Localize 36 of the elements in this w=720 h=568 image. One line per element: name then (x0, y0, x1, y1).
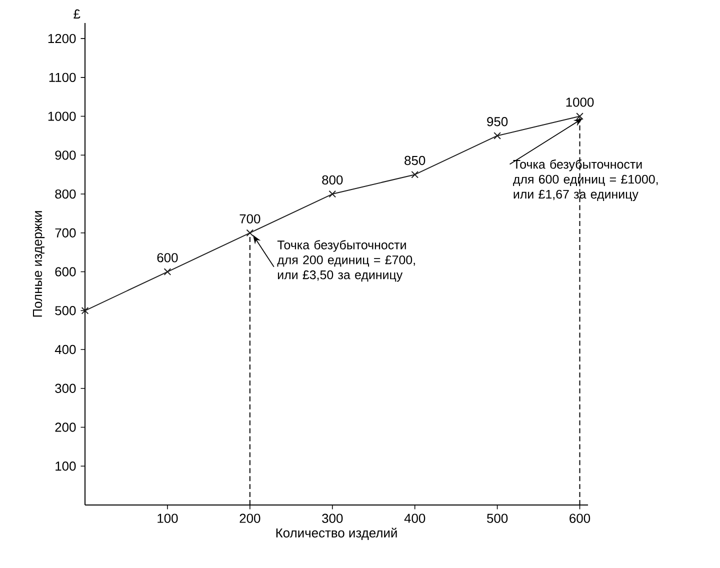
x-tick-label: 300 (322, 514, 343, 523)
y-axis-title: Полные издержки (32, 211, 45, 317)
point (494, 132, 501, 140)
point (576, 112, 584, 120)
data-label: 600 (157, 253, 178, 262)
y-tick-label: 800 (55, 189, 76, 199)
y-tick-label: 600 (55, 267, 76, 276)
y-tick-label: 300 (55, 384, 76, 393)
x-tick-label: 200 (240, 514, 260, 523)
annotation: Точка безубыточности для 200 единиц = £700, или £3,50 за единицу (277, 240, 415, 282)
data-label: 1000 (566, 98, 594, 107)
y-tick-label: 1000 (48, 112, 76, 121)
x-tick-label: 500 (487, 514, 508, 523)
point (328, 190, 336, 198)
point (81, 306, 89, 314)
data-label: 700 (240, 214, 260, 224)
x-tick-label: 100 (158, 514, 178, 523)
x-axis-title: Количество изделий (276, 528, 397, 540)
data-label: 850 (404, 156, 426, 166)
y-tick-label: 700 (55, 228, 76, 238)
data-label: 950 (487, 117, 508, 126)
y-tick-label: 900 (55, 150, 76, 160)
y-tick-label: 100 (56, 462, 76, 471)
data-label: 800 (322, 175, 343, 185)
point (164, 268, 172, 276)
point (246, 229, 254, 237)
point (411, 170, 419, 178)
y-tick-label: 1200 (48, 34, 76, 44)
x-tick-label: 600 (570, 514, 590, 523)
annotation: Точка безубыточности для 600 единиц = £1000, или £1,67 за единицу (513, 159, 658, 202)
y-tick-label: 200 (55, 422, 76, 432)
y-tick-label: 400 (54, 344, 76, 354)
y-tick-label: 1100 (49, 72, 76, 82)
y-tick-label: 500 (55, 306, 76, 316)
x-tick-label: 400 (404, 514, 426, 523)
text: £ (74, 9, 80, 18)
